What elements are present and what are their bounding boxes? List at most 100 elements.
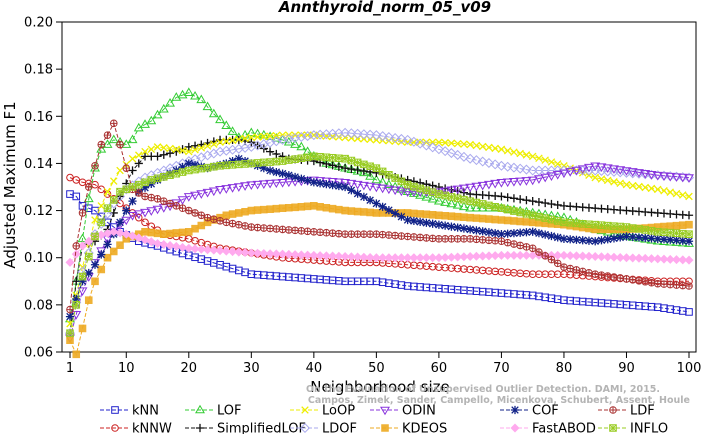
series-line-loop: [69, 134, 690, 324]
data-point-inflo: [566, 219, 575, 227]
data-point-simplifiedlof: [428, 181, 437, 190]
data-point-kdeos: [297, 203, 306, 211]
data-point-loop: [678, 191, 687, 199]
data-point-lof: [96, 143, 107, 153]
data-point-fastabod: [653, 254, 663, 264]
data-point-ldf: [516, 241, 524, 250]
data-point-ldof: [390, 132, 401, 143]
data-point-ldf: [485, 236, 493, 244]
data-point-ldof: [590, 165, 601, 176]
data-point-lof: [402, 186, 413, 196]
data-point-loop: [485, 143, 493, 152]
data-point-kdeos: [497, 216, 506, 224]
data-point-inflo: [653, 227, 662, 236]
data-point-ldf: [291, 226, 299, 235]
data-point-ldf: [159, 197, 168, 205]
data-point-inflo: [685, 230, 693, 238]
data-point-cof: [659, 235, 669, 244]
data-point-ldof: [446, 148, 457, 159]
data-point-odin: [265, 179, 276, 189]
data-point-loop: [241, 134, 249, 143]
data-point-ldf: [360, 230, 368, 238]
data-point-fastabod: [146, 237, 156, 247]
data-point-ldf: [210, 215, 218, 223]
data-point-cof: [678, 236, 687, 245]
data-point-kdeos: [228, 210, 237, 218]
data-point-simplifiedlof: [334, 162, 343, 171]
data-point-ldof: [358, 129, 369, 140]
x-tick-label: 100: [677, 361, 702, 376]
data-point-knnw: [191, 236, 199, 245]
data-point-cof: [559, 234, 569, 243]
data-point-kdeos: [666, 222, 675, 230]
data-point-ldf: [378, 230, 387, 239]
data-point-odin: [340, 178, 351, 188]
legend-item-ldf: LDF: [598, 404, 655, 419]
data-point-cof: [347, 186, 356, 195]
data-point-loop: [516, 149, 524, 158]
data-point-ldf: [385, 231, 393, 239]
data-point-ldf: [628, 276, 637, 284]
legend-label-knnw: kNNW: [132, 422, 172, 434]
data-point-ldf: [647, 278, 656, 287]
data-point-inflo: [410, 182, 418, 191]
series-inflo: [66, 152, 693, 337]
data-point-loop: [203, 142, 212, 150]
data-point-ldf: [203, 213, 212, 222]
data-point-ldf: [616, 274, 625, 282]
data-point-inflo: [585, 220, 593, 229]
data-point-fastabod: [159, 240, 169, 250]
data-point-fastabod: [77, 241, 88, 251]
data-point-odin: [609, 165, 619, 174]
data-point-fastabod: [628, 253, 638, 263]
data-point-ldf: [335, 229, 343, 238]
data-point-inflo: [616, 222, 625, 231]
data-point-inflo: [416, 184, 424, 193]
data-point-inflo: [397, 177, 406, 186]
data-point-fastabod: [278, 249, 288, 259]
data-point-loop: [491, 144, 499, 153]
data-point-kdeos: [353, 207, 362, 216]
data-point-kdeos: [184, 227, 193, 236]
data-point-ldof: [346, 128, 357, 139]
data-point-fastabod: [265, 249, 275, 259]
data-point-fastabod: [228, 247, 238, 257]
x-tick-label: 40: [306, 361, 323, 376]
data-point-odin: [652, 171, 663, 181]
watermark-line-1: On the Evaluation of Unsupervised Outlie…: [306, 384, 660, 395]
data-point-fastabod: [490, 251, 500, 261]
data-point-kdeos: [247, 206, 256, 215]
data-point-loop: [616, 179, 624, 187]
data-point-fastabod: [521, 250, 531, 260]
data-point-loop: [222, 137, 231, 146]
data-point-odin: [471, 182, 482, 192]
data-point-ldf: [303, 227, 312, 236]
legend-marker-knn: [111, 406, 119, 414]
data-point-odin: [183, 193, 194, 202]
data-point-inflo: [147, 176, 156, 184]
data-point-simplifiedlof: [528, 197, 537, 206]
data-point-inflo: [560, 218, 568, 227]
data-point-ldf: [441, 235, 449, 243]
data-point-loop: [497, 145, 506, 154]
data-point-loop: [660, 187, 668, 195]
data-point-loop: [91, 216, 99, 224]
data-point-fastabod: [178, 242, 188, 252]
data-point-kdeos: [478, 214, 487, 223]
data-point-cof: [147, 179, 156, 188]
data-point-ldof: [352, 128, 363, 139]
data-point-simplifiedlof: [503, 193, 512, 202]
data-point-ldf: [478, 236, 487, 244]
data-point-loop: [160, 143, 168, 152]
data-point-inflo: [297, 154, 306, 163]
data-point-cof: [115, 218, 125, 227]
x-tick-label: 70: [493, 361, 510, 376]
y-tick-label: 0.14: [24, 157, 53, 172]
data-point-fastabod: [384, 253, 394, 263]
data-point-lof: [152, 109, 163, 119]
data-point-kdeos: [372, 209, 381, 217]
data-point-fastabod: [253, 248, 263, 258]
data-point-knn: [191, 253, 199, 262]
data-point-fastabod: [165, 240, 175, 250]
data-point-loop: [647, 184, 656, 193]
